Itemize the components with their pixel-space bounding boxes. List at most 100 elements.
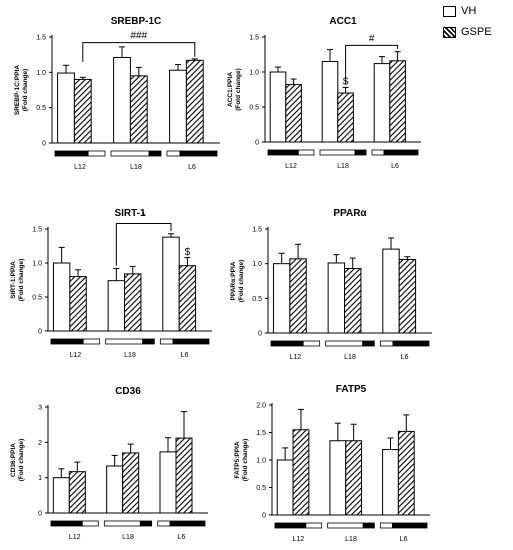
bar-gspe-l12 xyxy=(73,78,92,144)
chart-panel-2: ACC1 ACC1:PPIA (Fold change) 0 0.5 1.0 1.5 L12 L… xyxy=(227,16,421,170)
y-tick-label: 1.5 xyxy=(36,35,46,42)
bar-vh-l6 xyxy=(162,236,180,332)
x-category-label: L18 xyxy=(122,534,134,541)
dark-period-bar xyxy=(392,523,427,528)
y-tick-label: 1.5 xyxy=(249,35,259,42)
y-axis-label-line2: (Fold change) xyxy=(22,69,29,112)
bar-gspe-l18 xyxy=(344,268,362,334)
x-category-label: L6 xyxy=(401,354,409,361)
dark-period-bar xyxy=(51,521,83,526)
y-axis-label-line2: (Fold change) xyxy=(18,439,25,482)
x-category-label: L6 xyxy=(391,163,399,170)
significance-marker: * xyxy=(142,212,146,223)
y-tick-label: 0.5 xyxy=(32,295,42,302)
bar-vh-l12 xyxy=(276,459,294,516)
y-axis-label: ACC1:PPIA (Fold change) xyxy=(227,68,242,111)
x-category-label: L12 xyxy=(289,354,301,361)
y-axis-label-line1: SREBP-1C:PPIA xyxy=(14,65,21,116)
x-category-label: L6 xyxy=(400,536,408,543)
y-tick-label: 3 xyxy=(38,405,42,412)
significance-bracket xyxy=(345,44,399,84)
x-category-label: L18 xyxy=(344,354,356,361)
chart-panel-5: CD36 CD36:PPIA (Fold change) 0 1 2 3 L12 L18 L6 xyxy=(10,386,208,541)
legend-label-gspe: GSPE xyxy=(461,26,492,38)
bar-gspe-l6 xyxy=(178,265,197,332)
chart-title: ACC1 xyxy=(329,16,357,27)
y-axis-label-line1: FATP5:PPIA xyxy=(234,441,241,478)
dark-period-bar xyxy=(362,523,375,528)
significance-marker: # xyxy=(369,33,375,44)
bar-vh-l12 xyxy=(269,71,287,143)
y-axis-label-line1: PPARα:PPIA xyxy=(230,261,237,300)
legend-item-gspe: GSPE xyxy=(443,23,513,41)
bar-gspe-l6 xyxy=(185,59,204,144)
y-axis-label-line2: (Fold change) xyxy=(238,260,245,303)
significance-marker: ### xyxy=(130,31,147,42)
bar-gspe-l12 xyxy=(292,429,310,516)
bar-vh-l12 xyxy=(272,263,291,334)
y-axis-label-line2: (Fold change) xyxy=(242,439,249,482)
bar-vh-l18 xyxy=(327,262,346,334)
bar-gspe-l12 xyxy=(289,258,307,334)
y-axis-label: SIRT-1:PPIA (Fold change) xyxy=(10,259,25,302)
dark-period-bar xyxy=(172,339,209,344)
bar-vh-l6 xyxy=(159,451,177,514)
y-tick-label: 1.5 xyxy=(32,227,42,234)
chart-title: PPARα xyxy=(333,208,367,219)
chart-panel-1: SREBP-1C SREBP-1C:PPIA (Fold change) 0 0.5 1.… xyxy=(14,16,220,171)
y-tick-label: 0.5 xyxy=(252,296,262,303)
x-category-label: L12 xyxy=(69,352,81,359)
y-tick-label: 0.5 xyxy=(256,485,266,492)
chart-panel-3: SIRT-1 SIRT-1:PPIA (Fold change) 0 0.5 1.0 1.5… xyxy=(10,208,212,359)
dark-period-bar xyxy=(271,341,304,346)
y-tick-label: 2.0 xyxy=(256,403,266,410)
bar-vh-l12 xyxy=(57,72,75,144)
y-tick-label: 1.0 xyxy=(256,458,266,465)
dark-period-bar xyxy=(148,151,161,156)
y-tick-label: 1 xyxy=(38,475,42,482)
bar-gspe-l6 xyxy=(175,437,193,514)
x-category-label: L12 xyxy=(285,163,297,170)
bar-gspe-l6 xyxy=(397,430,415,516)
y-tick-label: 0 xyxy=(38,329,42,336)
light-cycle-strip xyxy=(103,520,153,527)
y-tick-label: 2 xyxy=(38,440,42,447)
x-category-label: L18 xyxy=(345,536,357,543)
dark-period-bar xyxy=(142,339,155,344)
x-category-label: L6 xyxy=(177,534,185,541)
bar-gspe-l12 xyxy=(285,84,302,143)
bar-vh-l6 xyxy=(373,63,391,143)
dark-period-bar xyxy=(354,150,366,155)
chart-panel-4: PPARα PPARα:PPIA (Fold change) 0 0.5 1.0 1.5 L1… xyxy=(230,208,432,361)
x-category-label: L18 xyxy=(124,352,136,359)
dark-period-bar xyxy=(383,150,418,155)
bar-vh-l18 xyxy=(107,280,126,332)
x-category-label: L12 xyxy=(74,164,86,171)
y-tick-label: 0 xyxy=(42,141,46,148)
bar-gspe-l18 xyxy=(124,273,142,332)
y-axis-label: SREBP-1C:PPIA (Fold change) xyxy=(14,65,29,116)
chart-title: SREBP-1C xyxy=(111,16,162,27)
legend-item-vh: VH xyxy=(443,2,513,20)
dark-period-bar xyxy=(268,150,299,155)
legend-swatch-gspe xyxy=(443,26,456,38)
bar-vh-l6 xyxy=(169,69,187,144)
y-axis-label-line1: SIRT-1:PPIA xyxy=(10,261,17,299)
dark-period-bar xyxy=(169,521,205,526)
y-axis-label: PPARα:PPIA (Fold change) xyxy=(230,260,245,303)
dark-period-bar xyxy=(179,151,217,156)
x-category-label: L6 xyxy=(181,352,189,359)
dark-period-bar xyxy=(392,341,429,346)
y-tick-label: 1.5 xyxy=(256,430,266,437)
x-category-label: L6 xyxy=(188,164,196,171)
bar-vh-l12 xyxy=(52,262,71,332)
legend-swatch-vh xyxy=(443,5,456,17)
y-tick-label: 1.0 xyxy=(32,261,42,268)
significance-bracket xyxy=(82,42,196,62)
bar-vh-l18 xyxy=(106,465,124,514)
bar-vh-l18 xyxy=(113,56,131,144)
y-tick-label: 0 xyxy=(262,513,266,520)
chart-title: CD36 xyxy=(115,386,141,397)
dark-period-bar xyxy=(362,341,375,346)
dark-period-bar xyxy=(275,523,307,528)
